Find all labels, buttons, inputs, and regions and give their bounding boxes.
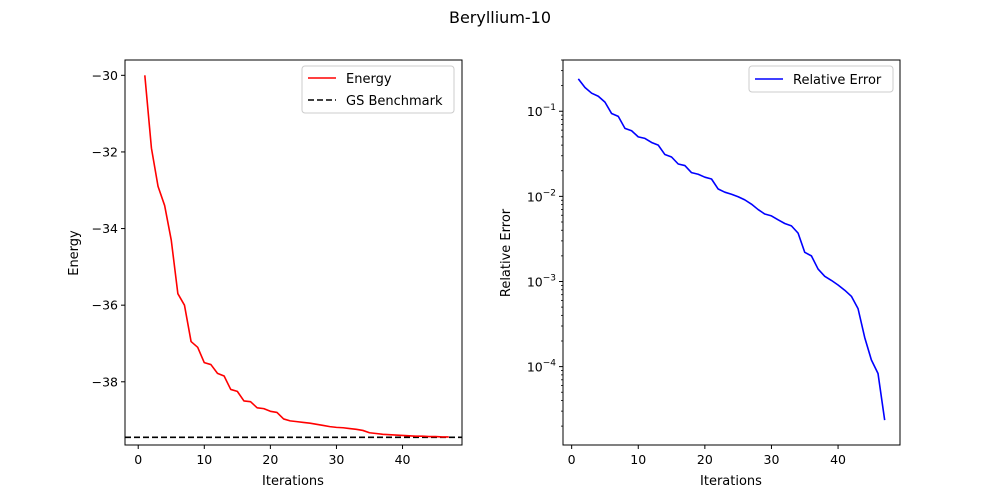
- relative-error-x-tick-label: 40: [830, 452, 846, 467]
- energy-y-tick-label: −36: [92, 298, 118, 313]
- relative-error-x-tick-label: 10: [630, 452, 646, 467]
- energy-x-tick-label: 20: [262, 452, 278, 467]
- energy-x-tick-label: 0: [134, 452, 142, 467]
- energy-x-ticks: 0 10 20 30 40: [134, 445, 411, 467]
- figure-title: Beryllium-10: [449, 8, 551, 27]
- benchmark-legend-label: GS Benchmark: [346, 94, 443, 109]
- relative-error-x-axis-label: Iterations: [700, 474, 762, 489]
- relative-error-panel: 0 10 20 30 40 10−4 10−3 10−2 10−1 Iterations Re…: [499, 59, 901, 489]
- relative-error-x-ticks: 0 10 20 30 40: [568, 445, 846, 467]
- relative-error-series-line: [577, 78, 886, 421]
- energy-series-line: [144, 75, 449, 438]
- energy-x-axis-label: Iterations: [262, 474, 324, 489]
- relative-error-y-tick-label: 10−1: [527, 103, 556, 119]
- energy-panel: 0 10 20 30 40 −30 −32 −34 −36 −38 Iterations Ene…: [67, 59, 463, 489]
- energy-x-tick-label: 30: [328, 452, 344, 467]
- relative-error-x-tick-label: 30: [764, 452, 780, 467]
- energy-y-axis-label: Energy: [67, 230, 82, 276]
- energy-x-tick-label: 40: [395, 452, 411, 467]
- energy-legend: Energy GS Benchmark: [301, 65, 455, 114]
- relative-error-y-tick-label: 10−4: [527, 359, 556, 375]
- energy-x-tick-label: 10: [196, 452, 212, 467]
- energy-legend-label: Energy: [346, 72, 392, 87]
- relative-error-legend-label: Relative Error: [793, 73, 882, 88]
- energy-y-tick-label: −32: [92, 144, 118, 159]
- relative-error-legend: Relative Error: [748, 65, 894, 93]
- energy-y-ticks: −30 −32 −34 −36 −38: [92, 68, 125, 389]
- energy-y-tick-label: −30: [92, 68, 118, 83]
- energy-y-tick-label: −38: [92, 374, 118, 389]
- relative-error-y-ticks: 10−4 10−3 10−2 10−1: [527, 59, 563, 427]
- energy-legend-box: [301, 65, 455, 114]
- relative-error-plot-area: [577, 78, 886, 421]
- relative-error-x-tick-label: 0: [568, 452, 576, 467]
- relative-error-x-tick-label: 20: [697, 452, 713, 467]
- relative-error-axes-frame: [562, 59, 901, 446]
- relative-error-y-tick-label: 10−3: [527, 273, 556, 289]
- energy-plot-area: [125, 75, 462, 439]
- relative-error-y-axis-label: Relative Error: [499, 208, 514, 297]
- energy-axes-frame: [124, 59, 463, 446]
- relative-error-legend-box: [748, 65, 894, 93]
- relative-error-y-tick-label: 10−2: [527, 188, 556, 204]
- energy-y-tick-label: −34: [92, 221, 118, 236]
